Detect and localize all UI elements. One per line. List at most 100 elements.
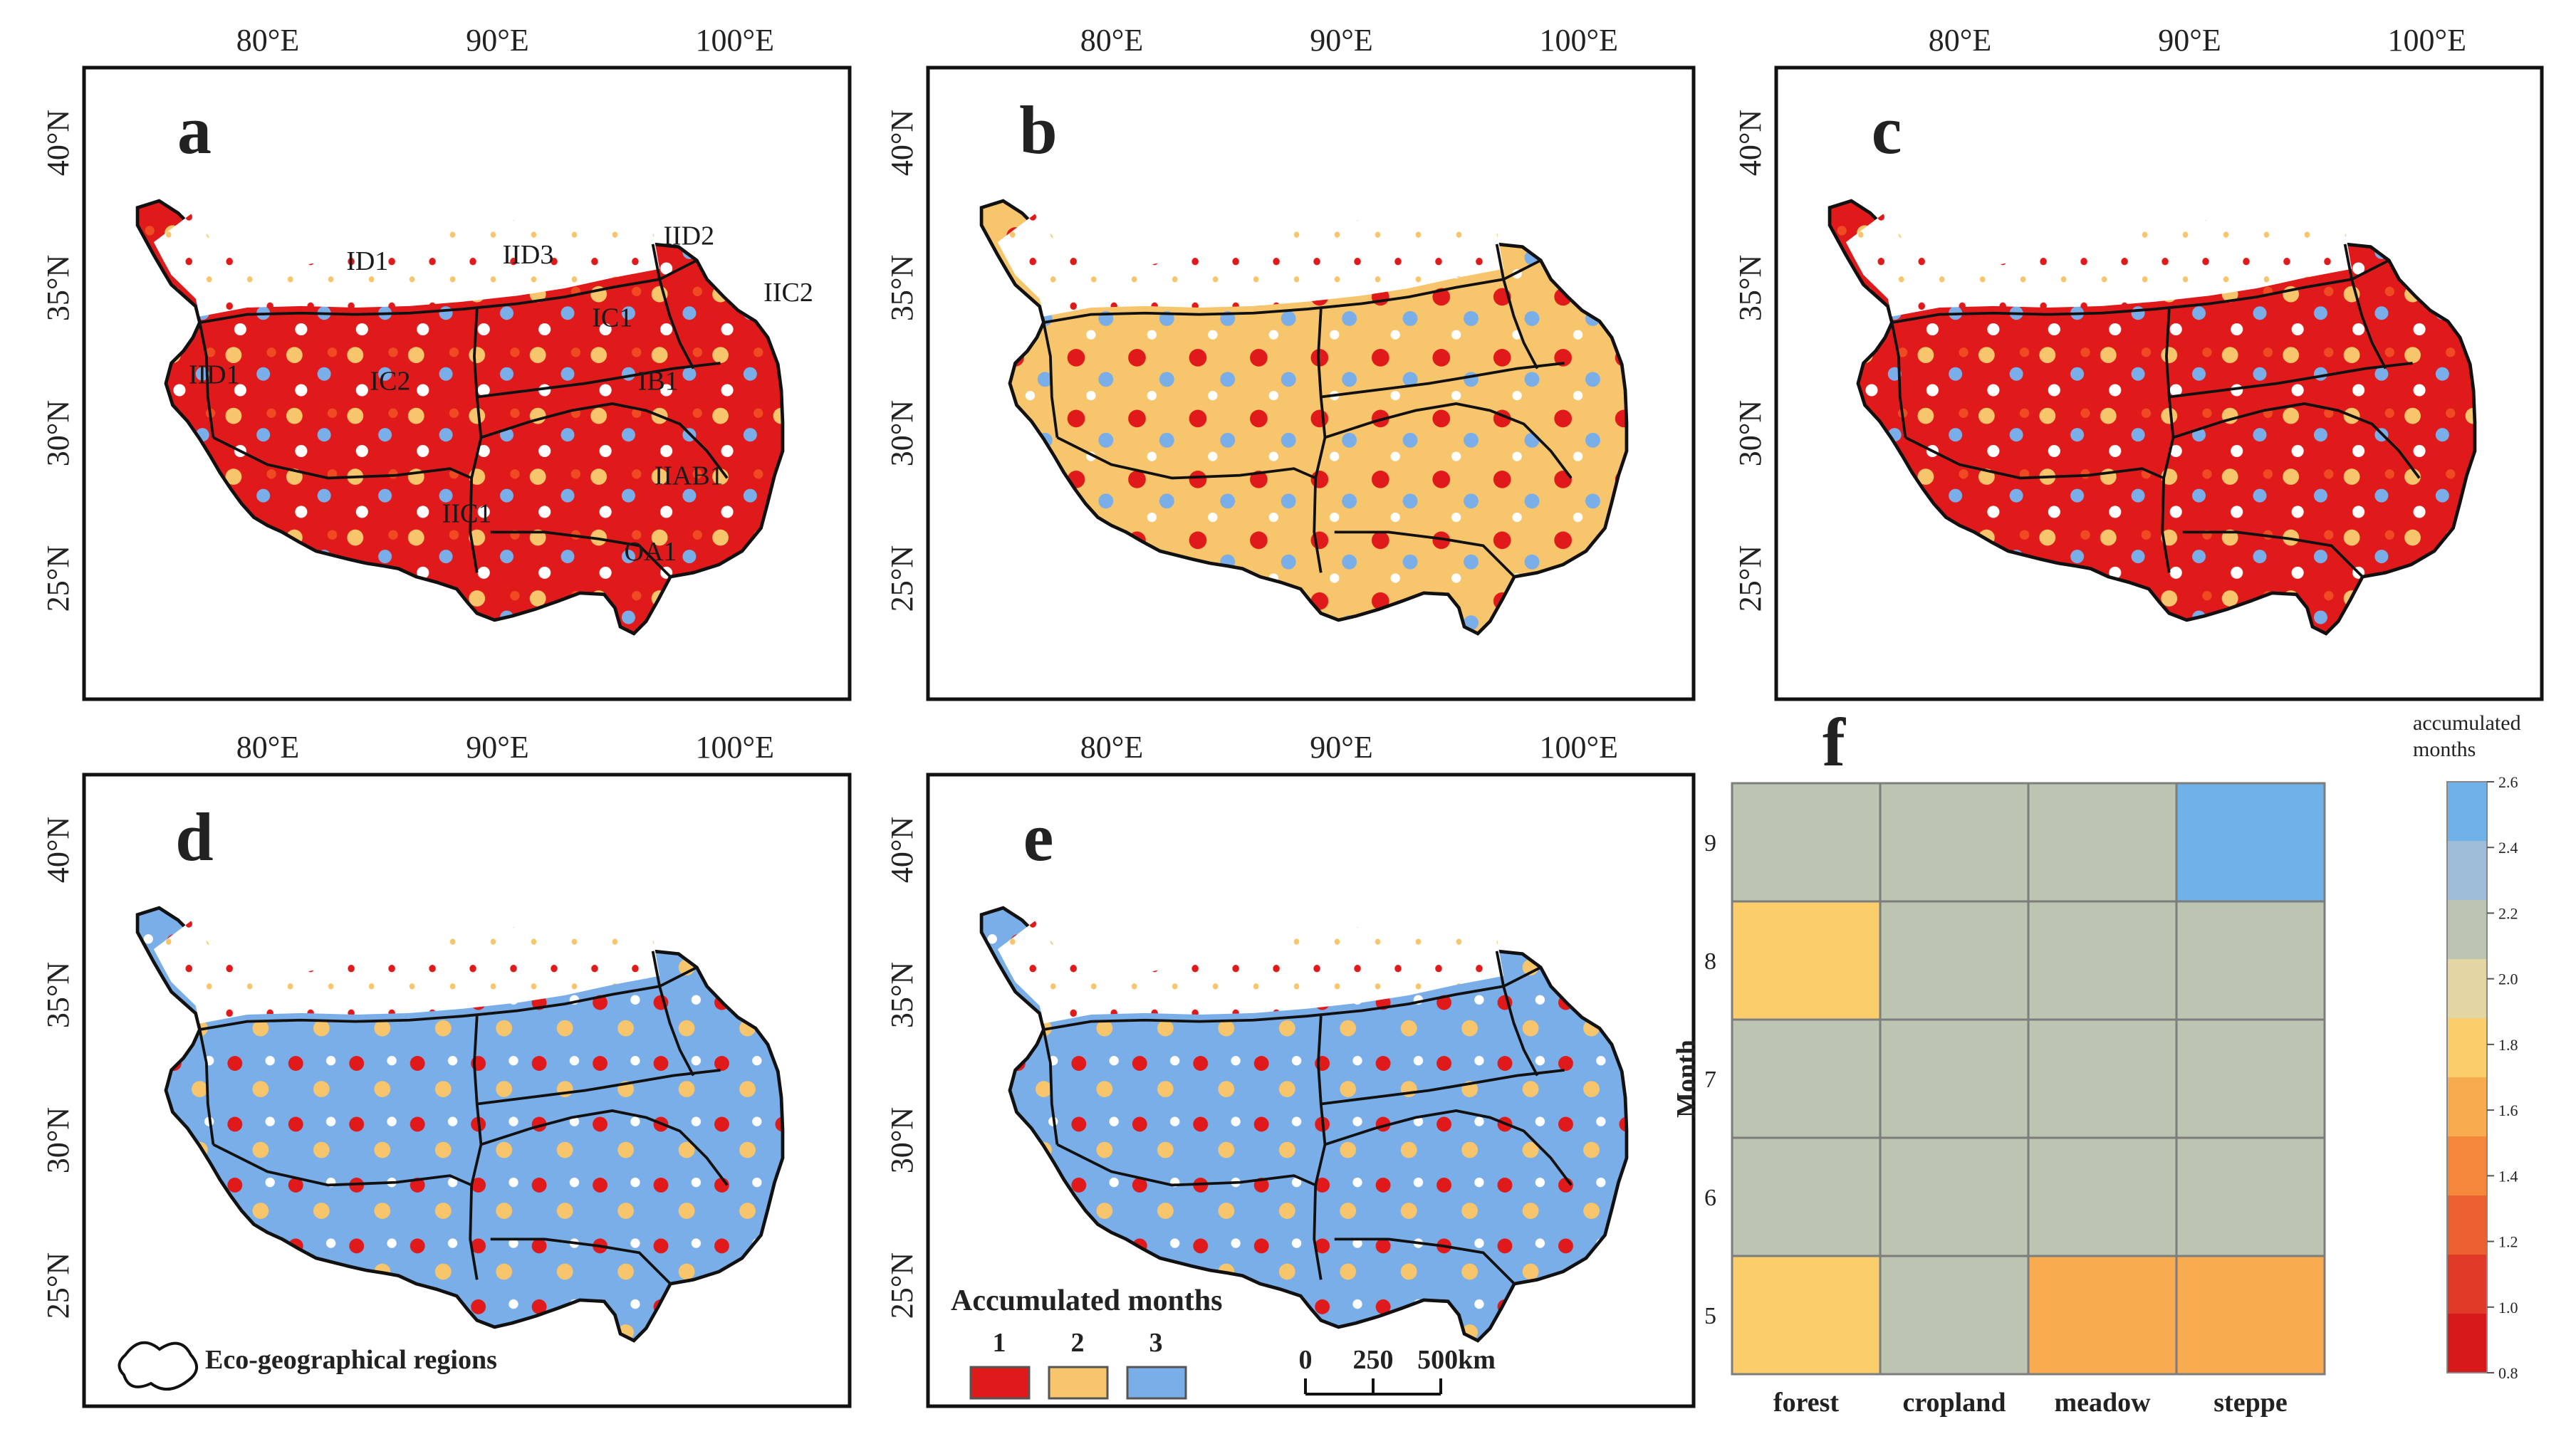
colorbar-tick-label: 2.4 — [2498, 839, 2518, 857]
month-tick-label: 8 — [1704, 948, 1716, 975]
lon-tick-label: 90°E — [1310, 730, 1372, 765]
lon-tick-label: 80°E — [1929, 23, 1991, 58]
region-label: ID1 — [346, 246, 388, 276]
sparse-vegetation-area — [1845, 212, 2352, 317]
heatmap-cell — [2175, 1136, 2326, 1257]
region-label: IIC2 — [763, 278, 813, 308]
region-label: IC2 — [370, 366, 411, 396]
heatmap-cell — [1731, 1255, 1882, 1376]
heatmap-cell — [2027, 900, 2178, 1021]
panel-letter: b — [1019, 92, 1057, 168]
sparse-vegetation-area — [997, 919, 1504, 1024]
y-axis-label: Month — [1672, 1040, 1701, 1118]
legend-item-label: 2 — [1071, 1328, 1085, 1358]
region-label: IB1 — [638, 366, 679, 396]
colorbar-segment — [2447, 959, 2487, 1018]
lon-tick-label: 100°E — [1540, 730, 1618, 765]
scale-bar — [1304, 1378, 1442, 1396]
colorbar-segment — [2447, 782, 2487, 841]
colorbar-segment — [2447, 1195, 2487, 1255]
heatmap-cell — [1731, 782, 1882, 903]
heatmap-cell — [2175, 1018, 2326, 1139]
accumulated-months-legend: Accumulated months 1 2 3 0 250 500km — [951, 1284, 1496, 1400]
lon-tick-label: 80°E — [1080, 730, 1143, 765]
lat-tick-label: 25°N — [41, 1252, 75, 1319]
lon-tick-label: 80°E — [236, 23, 299, 58]
landcover-tick-label: meadow — [2054, 1388, 2151, 1418]
region-legend: Eco-geographical regions — [118, 1341, 497, 1391]
colorbar-tick-label: 0.8 — [2498, 1364, 2518, 1382]
colorbar-segment — [2447, 1018, 2487, 1077]
month-tick-label: 6 — [1704, 1185, 1716, 1211]
panel-letter: d — [175, 799, 213, 875]
region-label: IIC1 — [442, 499, 492, 529]
map-panel-e: 80°E 90°E 100°E 40°N 35°N 30°N 25°N e — [885, 730, 1696, 1408]
lon-tick-label: 90°E — [2158, 23, 2221, 58]
lat-tick-label: 40°N — [885, 817, 919, 883]
heatmap-cell — [1879, 1136, 2030, 1257]
heatmap-cell — [1879, 1018, 2030, 1139]
lat-tick-label: 30°N — [1733, 400, 1768, 466]
panel-letter: c — [1872, 92, 1902, 168]
colorbar-tick-label: 1.0 — [2498, 1299, 2518, 1317]
heatmap-cell — [1879, 1255, 2030, 1376]
colorbar-tick-label: 1.4 — [2498, 1167, 2518, 1185]
region-label: IID2 — [663, 221, 714, 251]
colorbar-title-line2: months — [2413, 738, 2476, 761]
landcover-tick-label: steppe — [2213, 1388, 2287, 1418]
lon-tick-label: 100°E — [1540, 23, 1618, 58]
heatmap-cell — [2027, 1018, 2178, 1139]
heatmap-cell — [2175, 782, 2326, 903]
heatmap-cell — [2027, 1136, 2178, 1257]
region-label: IID3 — [503, 240, 554, 270]
legend-item-label: 3 — [1149, 1328, 1163, 1358]
lon-tick-label: 100°E — [2388, 23, 2466, 58]
lat-tick-label: 40°N — [41, 110, 75, 176]
lat-tick-label: 35°N — [1733, 255, 1768, 321]
lon-tick-label: 80°E — [236, 730, 299, 765]
lon-tick-label: 90°E — [1310, 23, 1372, 58]
region-label: OA1 — [625, 537, 677, 567]
month-tick-label: 7 — [1704, 1067, 1716, 1093]
map-panel-c: 80°E 90°E 100°E 40°N 35°N 30°N 25°N c — [1733, 23, 2544, 701]
scale-tick-label: 500km — [1417, 1345, 1496, 1375]
map-panel-a: 80°E 90°E 100°E 40°N 35°N 30°N 25°N a ID1 IID3 IID… — [41, 23, 852, 701]
colorbar-tick-label: 2.2 — [2498, 904, 2518, 922]
legend-swatch — [1126, 1366, 1187, 1400]
landcover-tick-label: cropland — [1902, 1388, 2006, 1418]
legend-swatch — [1048, 1366, 1109, 1400]
heatmap-panel-f: f 9 8 7 6 5 forest cropland meadow steppe Month 0.8… — [1672, 704, 2521, 1418]
lat-tick-label: 25°N — [885, 545, 919, 612]
month-tick-label: 5 — [1704, 1303, 1716, 1329]
colorbar-segment — [2447, 1255, 2487, 1314]
lat-tick-label: 35°N — [885, 962, 919, 1028]
map-panel-b: 80°E 90°E 100°E 40°N 35°N 30°N 25°N b — [885, 23, 1696, 701]
lat-tick-label: 30°N — [41, 400, 75, 466]
lat-tick-label: 30°N — [885, 400, 919, 466]
lon-tick-label: 100°E — [696, 23, 774, 58]
colorbar-tick-label: 1.2 — [2498, 1233, 2518, 1251]
month-tick-label: 9 — [1704, 830, 1716, 857]
colorbar-title-line1: accumulated — [2413, 711, 2521, 735]
colorbar-tick-label: 2.6 — [2498, 773, 2518, 791]
lat-tick-label: 40°N — [41, 817, 75, 883]
colorbar-segment — [2447, 900, 2487, 959]
heatmap-cell — [1731, 900, 1882, 1021]
scale-tick-label: 250 — [1353, 1345, 1394, 1375]
region-outline-icon — [118, 1341, 198, 1391]
legend-title: Accumulated months — [951, 1284, 1223, 1317]
colorbar-tick-label: 1.8 — [2498, 1036, 2518, 1054]
legend-item-label: 1 — [993, 1328, 1006, 1358]
lat-tick-label: 25°N — [41, 545, 75, 612]
map-panel-d: 80°E 90°E 100°E 40°N 35°N 30°N 25°N d — [41, 730, 852, 1408]
region-label: IIAB1 — [655, 461, 724, 491]
scale-tick-label: 0 — [1299, 1345, 1313, 1375]
heatmap-cell — [2175, 1255, 2326, 1376]
panel-letter: f — [1823, 704, 1846, 780]
region-label: IC1 — [592, 303, 632, 333]
colorbar-segment — [2447, 841, 2487, 900]
region-legend-label: Eco-geographical regions — [205, 1345, 497, 1375]
lon-tick-label: 100°E — [696, 730, 774, 765]
panel-letter: e — [1023, 799, 1054, 875]
